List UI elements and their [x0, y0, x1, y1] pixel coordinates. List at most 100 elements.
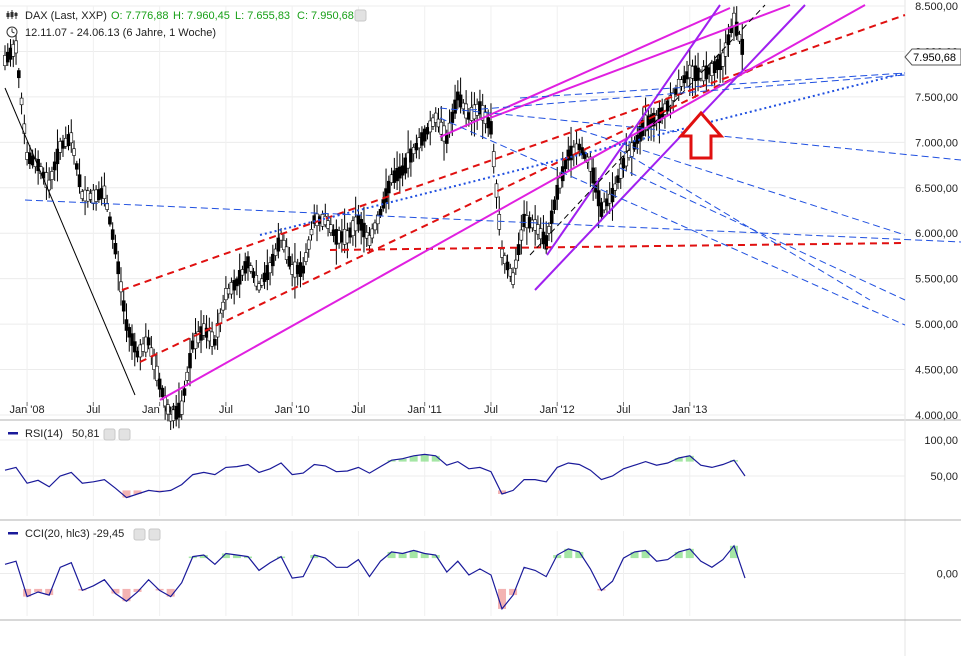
price-candle-body — [221, 301, 225, 311]
price-candle-body — [185, 371, 190, 381]
price-candle-body — [588, 156, 593, 172]
close-value: C: 7.950,68 — [297, 10, 354, 22]
price-candle-body — [132, 341, 137, 353]
price-candle-body — [618, 163, 623, 179]
price-candle-body — [726, 34, 731, 45]
oversold-zone-fill — [166, 588, 175, 597]
rsi-settings-icon[interactable] — [103, 428, 116, 441]
date-range-label: 12.11.07 - 24.06.13 (6 Jahre, 1 Woche) — [25, 27, 216, 39]
price-candle-body — [613, 183, 618, 191]
price-candle-body — [50, 171, 54, 180]
x-tick-label: Jan '10 — [275, 404, 310, 416]
x-tick-label: Jan '12 — [540, 404, 575, 416]
overbought-zone-fill — [685, 548, 694, 559]
price-y-tick-label: 5.500,00 — [915, 274, 958, 286]
overbought-zone-fill — [199, 555, 208, 559]
x-tick-label: Jan '08 — [10, 404, 45, 416]
price-candle-body — [74, 163, 79, 170]
price-y-tick-label: 5.000,00 — [915, 319, 958, 331]
oversold-zone-fill — [498, 490, 507, 494]
price-candle-body — [502, 255, 507, 265]
rsi-close-icon[interactable] — [118, 428, 131, 441]
price-candle-body — [668, 95, 673, 108]
price-candle-body — [519, 229, 524, 241]
price-candle-body — [146, 337, 151, 346]
price-candle-body — [254, 275, 259, 287]
black-dashed-channel — [529, 4, 766, 256]
x-tick-label: Jan '11 — [408, 404, 442, 416]
purple-trendline-short — [546, 4, 721, 256]
overbought-zone-fill — [310, 555, 319, 559]
price-candle-body — [246, 256, 250, 269]
settings-icon[interactable] — [354, 9, 367, 22]
price-y-tick-label: 4.000,00 — [915, 410, 958, 422]
rsi-panel: 100,00 50,00 RSI(14) 50,81 — [0, 428, 961, 521]
oversold-zone-fill — [498, 588, 507, 609]
overbought-zone-fill — [420, 553, 429, 559]
indicator-y-tick-label: 50,00 — [930, 471, 958, 483]
price-candle-body — [127, 327, 132, 338]
price-candle-body — [271, 253, 275, 267]
price-y-tick-label: 4.500,00 — [915, 365, 958, 377]
price-candle-body — [19, 97, 24, 106]
price-candle-body — [69, 132, 74, 144]
price-candle-body — [505, 261, 510, 271]
cci-panel: 0,00 CCI(20, hlc3) -29,45 — [0, 528, 961, 621]
oversold-zone-fill — [111, 588, 120, 594]
price-candle-body — [182, 388, 187, 396]
price-candle-body — [558, 177, 562, 189]
price-candle-body — [489, 121, 493, 135]
blue-trendline-6 — [469, 74, 906, 111]
oversold-zone-fill — [509, 588, 518, 596]
candle-chart-icon — [6, 10, 18, 19]
cci-close-icon[interactable] — [148, 528, 161, 541]
cci-gridlines — [0, 531, 905, 616]
price-candle-body — [248, 265, 253, 272]
price-candle-body — [596, 190, 601, 207]
blue-dotted-trendline — [259, 72, 906, 236]
price-candle-body — [179, 400, 184, 415]
overbought-zone-fill — [398, 458, 407, 462]
price-candle-body — [188, 353, 192, 369]
overbought-zone-fill — [564, 548, 573, 559]
x-tick-label: Jan '13 — [672, 404, 707, 416]
price-candle-body — [367, 235, 372, 246]
x-axis: Jan '08 Jul Jan '09 Jul Jan '10 Jul Jan '11 Jul… — [10, 402, 707, 416]
price-candle-body — [301, 265, 306, 274]
magenta-trendline-upper — [439, 7, 731, 138]
price-candle-body — [72, 148, 76, 156]
price-candle-body — [276, 237, 281, 252]
price-candle-body — [409, 148, 413, 163]
price-candle-body — [102, 185, 107, 199]
cci-y-axis: 0,00 — [937, 569, 958, 581]
price-candle-body — [458, 94, 463, 108]
price-candle-body — [160, 387, 165, 398]
price-candle-body — [166, 404, 170, 415]
price-candle-body — [491, 151, 496, 168]
oversold-zone-fill — [122, 490, 131, 498]
price-y-tick-label: 6.000,00 — [915, 228, 958, 240]
price-candle-body — [113, 243, 118, 255]
price-candle-body — [124, 319, 129, 331]
price-candle-body — [723, 42, 728, 57]
rsi-legend-swatch — [8, 432, 18, 435]
price-candle-body — [17, 70, 21, 79]
rsi-y-axis: 100,00 50,00 — [924, 435, 958, 483]
price-candle-body — [549, 210, 554, 225]
overbought-zone-fill — [431, 555, 440, 559]
price-candle-body — [508, 268, 513, 277]
cci-settings-icon[interactable] — [133, 528, 146, 541]
up-arrow-icon — [677, 110, 725, 160]
price-candle-body — [511, 272, 515, 285]
price-candle-body — [516, 244, 521, 255]
clock-icon — [6, 26, 18, 38]
high-value: H: 7.960,45 — [173, 10, 230, 22]
low-value: L: 7.655,83 — [235, 10, 290, 22]
red-trendline-lower — [139, 67, 756, 363]
price-candle-body — [373, 222, 377, 231]
price-candle-body — [563, 159, 568, 170]
overbought-zone-fill — [409, 550, 418, 559]
price-candle-body — [77, 174, 82, 188]
overbought-zone-fill — [232, 555, 241, 559]
